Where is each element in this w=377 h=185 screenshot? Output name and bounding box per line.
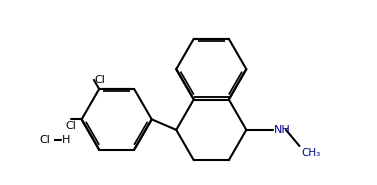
Text: H: H bbox=[62, 135, 70, 145]
Text: Cl: Cl bbox=[95, 75, 106, 85]
Text: NH: NH bbox=[274, 125, 291, 135]
Text: Cl: Cl bbox=[40, 135, 51, 145]
Text: Cl: Cl bbox=[66, 121, 77, 131]
Text: CH₃: CH₃ bbox=[301, 148, 320, 158]
